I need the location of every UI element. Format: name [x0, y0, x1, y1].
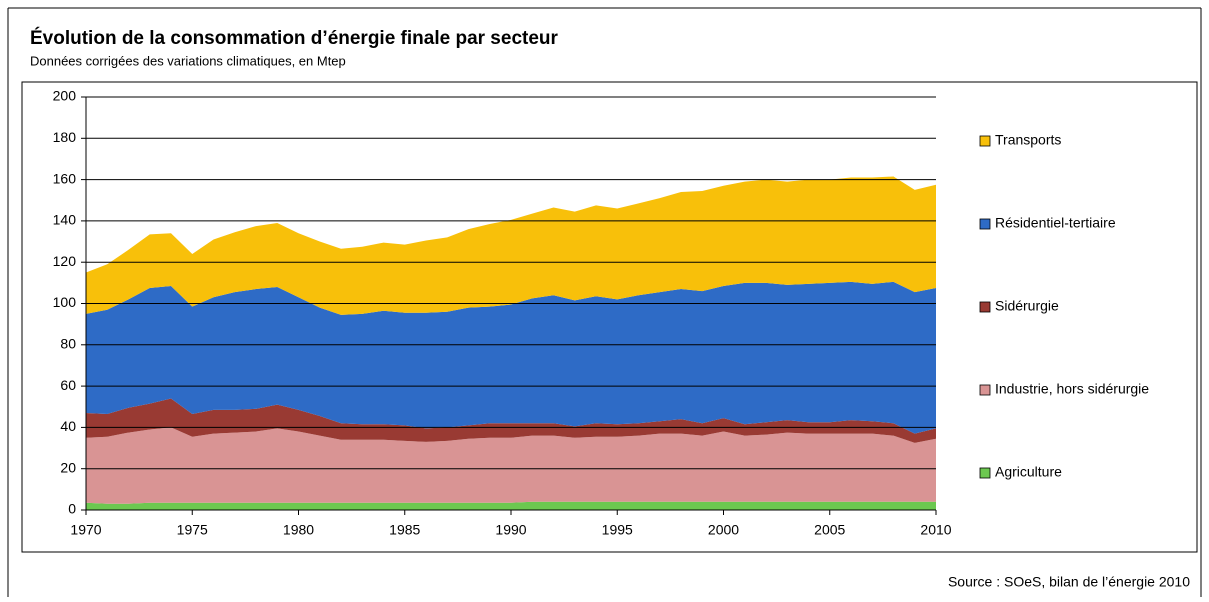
area: [86, 501, 936, 510]
y-tick-label: 180: [53, 129, 77, 145]
legend-swatch: [979, 218, 991, 230]
y-tick-label: 140: [53, 212, 77, 228]
y-tick-label: 40: [60, 418, 76, 434]
legend-swatch: [979, 384, 991, 396]
y-tick-label: 60: [60, 377, 76, 393]
y-tick-label: 200: [53, 88, 77, 104]
legend-label: Transports: [995, 132, 1061, 148]
legend-swatch: [979, 301, 991, 313]
y-tick-label: 160: [53, 170, 77, 186]
legend-swatch: [979, 467, 991, 479]
x-tick-label: 1970: [70, 522, 101, 538]
chart-subtitle: Données corrigées des variations climati…: [30, 53, 346, 68]
x-tick-label: 2010: [920, 522, 951, 538]
legend-swatch: [979, 135, 991, 147]
legend-label: Résidentiel-tertiaire: [995, 215, 1116, 231]
x-tick-label: 2000: [708, 522, 739, 538]
source-note: Source : SOeS, bilan de l’énergie 2010: [948, 574, 1190, 590]
x-tick-label: 1985: [389, 522, 420, 538]
y-tick-label: 100: [53, 294, 77, 310]
y-tick-label: 0: [68, 501, 76, 517]
x-tick-label: 1975: [177, 522, 208, 538]
y-tick-label: 80: [60, 336, 76, 352]
legend-label: Industrie, hors sidérurgie: [995, 381, 1149, 397]
legend-label: Agriculture: [995, 464, 1062, 480]
y-tick-label: 120: [53, 253, 77, 269]
legend-label: Sidérurgie: [995, 298, 1059, 314]
y-tick-label: 20: [60, 459, 76, 475]
x-tick-label: 1990: [495, 522, 526, 538]
area: [86, 281, 936, 434]
area: [86, 176, 936, 315]
x-tick-label: 1995: [602, 522, 633, 538]
area: [86, 398, 936, 443]
area: [86, 427, 936, 504]
chart-title: Évolution de la consommation d’énergie f…: [30, 27, 559, 49]
x-tick-label: 1980: [283, 522, 314, 538]
chart-box: [21, 81, 1198, 553]
x-tick-label: 2005: [814, 522, 845, 538]
